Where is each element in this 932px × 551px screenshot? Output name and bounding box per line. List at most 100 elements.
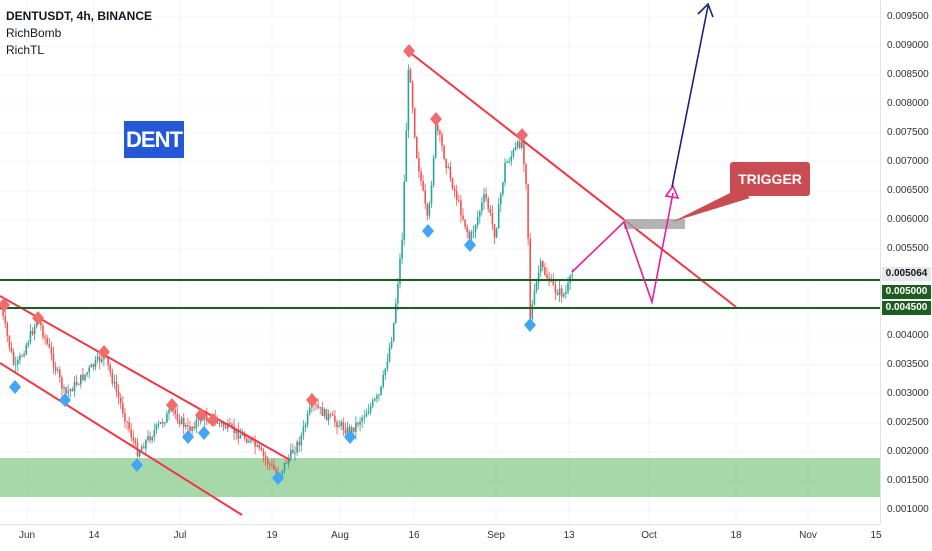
candle-body [109,365,111,373]
candle-body [245,438,248,443]
candle-body [380,386,382,395]
candle-body [166,413,168,423]
candle-body [512,149,515,157]
candle-body [98,356,101,362]
candle-body [437,124,439,131]
candle-body [355,422,357,432]
indicator-richtl[interactable]: RichTL [6,43,45,57]
candle-body [525,163,527,185]
candle-body [275,469,277,473]
candle-body [153,430,156,438]
candle-body [122,403,124,414]
price-tick: 0.003000 [887,388,929,399]
candle-body [510,156,513,162]
candle-body [12,352,15,365]
candle-body [35,322,38,327]
target-arrowhead [697,2,714,18]
buy-signal-icon [131,458,143,472]
channel-upper-line[interactable] [0,295,291,461]
candle-body [185,425,187,427]
candle-body [374,398,376,401]
chart-area[interactable]: DENTUSDT, 4h, BINANCE RichBomb RichTL DE… [0,0,880,524]
candle-body [147,436,149,441]
time-label: Jul [173,530,187,541]
sell-signal-icon [195,408,207,422]
candle-body [350,427,353,435]
candle-body [126,421,128,423]
candle-body [262,450,265,457]
candle-body [73,381,76,392]
candle-body [138,450,141,457]
price-tick: 0.003500 [887,359,929,370]
projection-path[interactable] [571,192,674,306]
candle-body [346,426,349,434]
signal-markers [0,44,536,485]
candle-body [140,446,143,451]
candle-body [189,426,191,431]
candle-body [306,413,309,425]
price-tick: 0.007500 [887,127,929,138]
candle-body [491,212,494,225]
candle-body [63,387,65,389]
candle-body [151,437,153,441]
candle-body [94,359,97,368]
candle-body [319,407,321,409]
candle-body [472,231,475,233]
candle-body [338,425,340,428]
candle-body [332,414,334,416]
indicator-richbomb[interactable]: RichBomb [6,26,62,40]
candle-body [458,200,460,202]
trigger-zone-box[interactable] [624,219,685,229]
candle-body [327,414,330,421]
candle-body [432,157,435,186]
candle-body [220,422,223,424]
price-tick: 0.006500 [887,185,929,196]
price-tick: 0.002000 [887,446,929,457]
candle-body [426,203,429,216]
candle-body [334,415,336,422]
buy-signal-icon [272,471,284,485]
candle-body [134,440,137,443]
candle-body [321,407,324,417]
candle-body [535,282,538,291]
descending-trendline[interactable] [407,50,737,308]
candle-body [191,426,193,431]
candle-body [44,336,46,339]
symbol-title: DENTUSDT, 4h, BINANCE [6,9,153,23]
sell-signal-icon [98,345,110,359]
price-tick: 0.009500 [887,11,929,22]
candles [0,64,573,482]
candle-body [117,391,120,398]
candle-body [403,181,405,240]
candle-body [195,420,198,429]
level-badge-upper: 0.005000 [882,285,931,299]
sell-signal-icon [430,112,442,126]
candle-body [115,381,118,392]
price-tick: 0.009000 [887,40,929,51]
candle-body [260,448,263,451]
candle-body [285,462,288,464]
candle-body [273,464,275,470]
candle-body [82,374,84,380]
channel-lower-line[interactable] [0,362,243,516]
candle-body [27,342,30,346]
candle-body [176,414,179,421]
candle-body [449,166,452,179]
candle-body [554,284,557,293]
time-label: Aug [331,530,349,541]
candle-body [405,130,408,182]
time-label: 19 [266,530,278,541]
candle-body [357,422,359,425]
time-axis[interactable]: Jun 14 Jul 19 Aug 16 Sep 13 Oct 18 Nov 1… [0,524,882,551]
candle-body [340,422,342,426]
current-price-badge: 0.005064 [882,267,931,281]
candle-body [424,190,426,204]
price-axis[interactable]: 0.009500 0.009000 0.008500 0.008000 0.00… [880,0,932,524]
target-arrow-line[interactable] [671,5,709,188]
projection-arrowhead [664,184,680,200]
candle-body [193,426,195,429]
candle-body [342,422,345,430]
price-chart[interactable] [0,0,880,524]
candle-body [323,408,326,417]
candle-body [399,258,401,284]
